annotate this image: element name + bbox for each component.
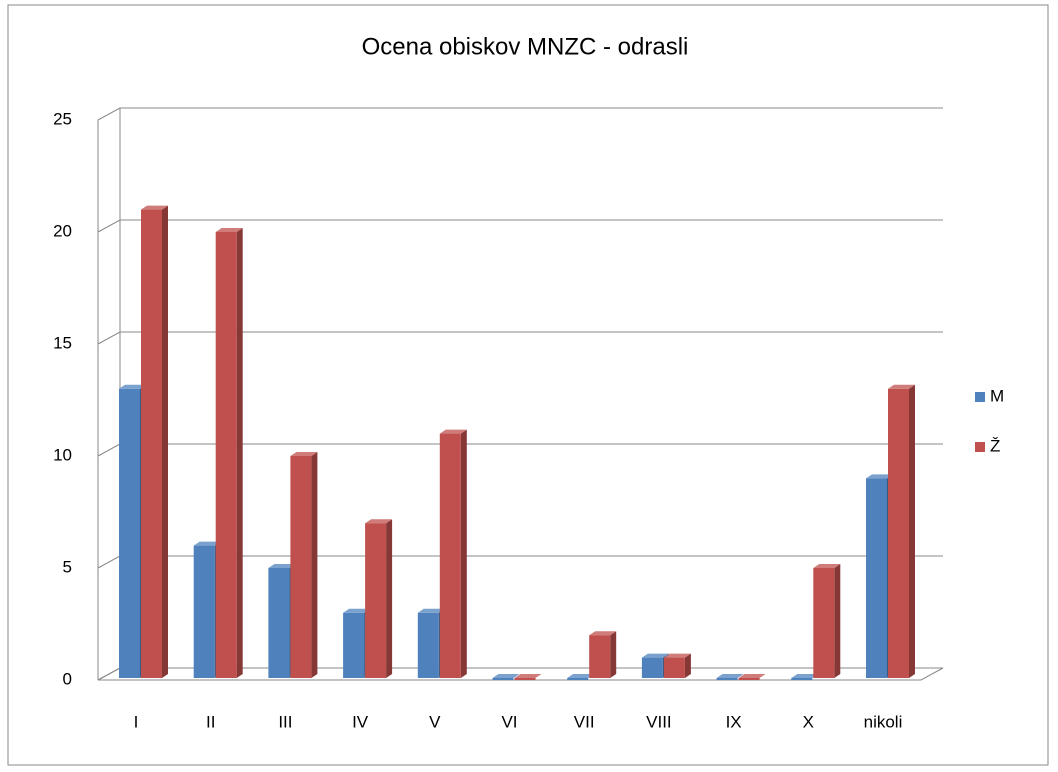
bar-top xyxy=(866,474,893,479)
x-tick-label: III xyxy=(278,712,292,731)
bar-top xyxy=(888,384,915,389)
bar-top xyxy=(589,631,617,636)
bar-side xyxy=(834,564,841,678)
bar-side xyxy=(311,452,318,678)
bar-side xyxy=(386,519,393,678)
bar xyxy=(365,523,387,678)
y-tick-label: 20 xyxy=(53,221,72,240)
bar xyxy=(813,568,835,678)
x-tick-label: VIII xyxy=(646,712,672,731)
grid-line xyxy=(97,219,943,233)
bar-top xyxy=(119,384,146,389)
x-tick-label: V xyxy=(429,712,441,731)
bar xyxy=(290,456,312,678)
bar-top xyxy=(791,674,819,678)
bar-side xyxy=(236,228,243,678)
x-tick-label: IX xyxy=(726,712,742,731)
bar-top xyxy=(663,653,691,658)
bar xyxy=(343,612,365,678)
bar xyxy=(268,568,290,678)
bar-top xyxy=(514,674,542,678)
legend-swatch xyxy=(975,392,985,402)
bar xyxy=(641,657,663,678)
x-tick-label: IV xyxy=(352,712,369,731)
bar xyxy=(193,545,215,678)
legend-label: M xyxy=(990,386,1004,405)
bar xyxy=(417,612,439,678)
bar xyxy=(589,635,611,678)
bar-side xyxy=(460,429,467,678)
bar-top xyxy=(193,541,221,546)
bar-top xyxy=(365,519,393,524)
bar xyxy=(567,678,589,680)
bar xyxy=(141,209,162,678)
chart-title: Ocena obiskov MNZC - odrasli xyxy=(362,33,689,60)
bar xyxy=(738,678,760,680)
bar-top xyxy=(215,228,243,232)
bar-side xyxy=(909,384,915,678)
bar xyxy=(492,678,514,680)
bar-top xyxy=(567,674,595,678)
y-tick-label: 0 xyxy=(63,669,72,688)
bar-top xyxy=(439,429,467,434)
grid-line xyxy=(97,107,943,121)
bar-top xyxy=(343,608,371,613)
bar-side xyxy=(610,631,617,678)
bar-side xyxy=(162,205,168,678)
bar-top xyxy=(641,653,669,658)
bar xyxy=(663,657,685,678)
y-tick-label: 10 xyxy=(53,445,72,464)
bar-top xyxy=(492,674,520,678)
bar xyxy=(716,678,738,680)
bar xyxy=(514,678,536,680)
bar xyxy=(888,388,909,678)
x-tick-label: VII xyxy=(574,712,595,731)
bar-top xyxy=(290,452,318,456)
bar-top xyxy=(738,674,766,678)
bar xyxy=(215,232,237,678)
bar-top xyxy=(268,564,296,568)
x-tick-label: nikoli xyxy=(864,712,903,731)
bar-top xyxy=(141,205,168,210)
bar xyxy=(866,478,887,678)
x-tick-label: X xyxy=(803,712,814,731)
y-tick-label: 5 xyxy=(63,557,72,576)
y-tick-label: 25 xyxy=(53,109,72,128)
bar-top xyxy=(813,564,841,568)
bar-top xyxy=(417,608,445,613)
x-tick-label: VI xyxy=(501,712,517,731)
legend-label: Ž xyxy=(990,436,1000,455)
y-tick-label: 15 xyxy=(53,333,72,352)
bar xyxy=(119,388,140,678)
grid-line xyxy=(97,331,943,345)
bar xyxy=(439,433,461,678)
x-tick-label: I xyxy=(134,712,139,731)
bar xyxy=(791,678,813,680)
x-tick-label: II xyxy=(206,712,215,731)
bar-top xyxy=(716,674,744,678)
legend-swatch xyxy=(975,442,985,452)
bar-side xyxy=(684,653,691,678)
